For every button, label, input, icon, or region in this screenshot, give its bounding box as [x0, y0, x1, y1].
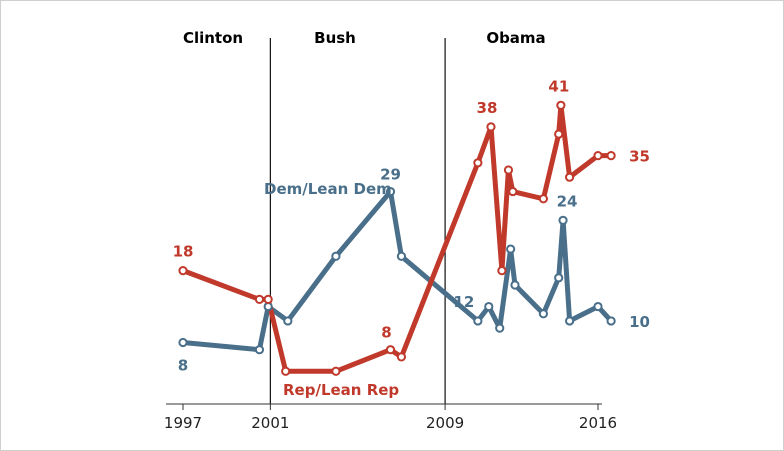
point-rep-5: [385, 345, 396, 355]
data-label-dem-10: 10: [629, 313, 650, 331]
data-label-rep-8: 8: [381, 324, 391, 342]
point-dem-12: [538, 309, 548, 319]
point-dem-13: [554, 273, 564, 283]
point-rep-6: [396, 352, 407, 362]
series-line-rep: [180, 102, 614, 374]
point-rep-13: [554, 129, 564, 139]
x-tick-label-2016: 2016: [579, 414, 617, 432]
data-label-dem-8: 8: [178, 357, 188, 375]
x-tick-label-1997: 1997: [164, 414, 202, 432]
point-rep-2: [263, 294, 273, 304]
point-dem-10: [506, 244, 516, 254]
point-rep-10: [503, 165, 514, 175]
point-dem-11: [510, 280, 520, 290]
era-dividers: [269, 38, 446, 404]
era-label-obama: Obama: [486, 29, 545, 47]
data-label-rep-38: 38: [477, 99, 498, 117]
point-rep-15: [565, 172, 575, 182]
point-rep-1: [254, 294, 265, 304]
x-tick-label-2001: 2001: [251, 414, 289, 432]
point-rep-17: [606, 151, 616, 161]
data-label-dem-12: 12: [453, 293, 474, 311]
point-dem-5: [385, 186, 396, 197]
series-points: [178, 100, 616, 376]
point-rep-0: [178, 266, 188, 276]
point-rep-16: [593, 151, 603, 161]
data-label-rep-35: 35: [629, 148, 650, 166]
point-rep-3: [281, 366, 291, 376]
point-dem-9: [495, 323, 505, 333]
point-dem-17: [606, 316, 616, 326]
point-rep-8: [486, 122, 496, 132]
data-label-dem-24: 24: [557, 192, 578, 210]
series-line-dem: [180, 189, 614, 353]
point-dem-6: [396, 251, 407, 261]
series-label-rep: Rep/Lean Rep: [283, 381, 399, 399]
point-dem-1: [254, 345, 265, 355]
point-dem-0: [178, 337, 188, 348]
data-label-rep-18: 18: [173, 243, 194, 261]
point-dem-7: [473, 316, 483, 326]
point-rep-12: [538, 194, 548, 204]
era-label-clinton: Clinton: [183, 29, 243, 47]
data-labels: 8 29 12 24 10 18 8 38 41 35: [173, 77, 650, 374]
series-lines: [180, 102, 614, 374]
point-dem-8: [484, 301, 494, 312]
series-label-dem: Dem/Lean Dem: [264, 180, 392, 198]
point-rep-9: [497, 266, 507, 276]
point-rep-14: [556, 100, 566, 110]
point-rep-4: [331, 366, 341, 376]
x-tick-label-2009: 2009: [426, 414, 464, 432]
data-label-dem-29: 29: [380, 166, 401, 184]
point-rep-11: [508, 186, 518, 197]
point-dem-16: [593, 301, 603, 312]
point-dem-3: [283, 316, 293, 326]
era-labels: Clinton Bush Obama: [183, 29, 546, 47]
data-label-rep-41: 41: [548, 77, 569, 95]
x-ticks: 1997 2001 2009 2016: [164, 404, 617, 432]
point-rep-7: [473, 158, 483, 168]
point-dem-15: [565, 316, 575, 326]
point-dem-14: [558, 215, 568, 225]
point-dem-4: [331, 251, 341, 261]
era-label-bush: Bush: [314, 29, 356, 47]
point-dem-2: [263, 301, 273, 312]
